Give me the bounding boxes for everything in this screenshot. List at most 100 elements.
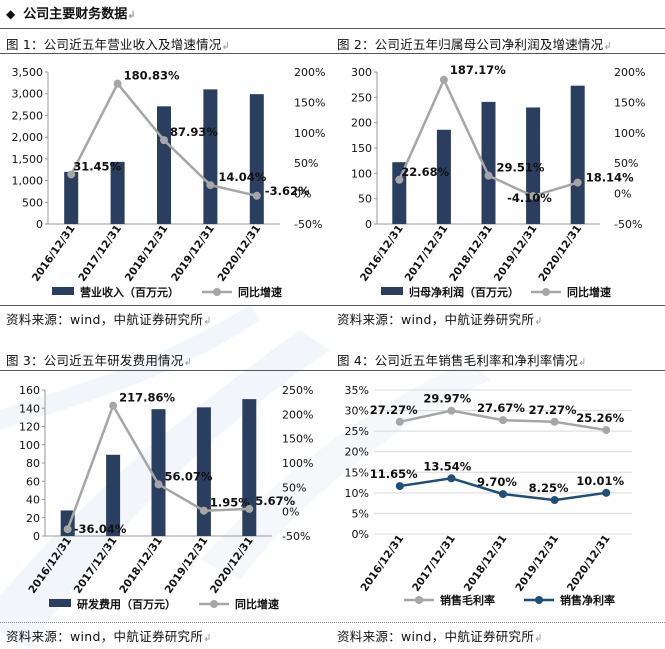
- bar: [196, 407, 211, 536]
- legend-line-marker: [535, 596, 543, 604]
- right-axis-tick-label: 250%: [282, 384, 313, 397]
- left-axis-tick-label: 60: [26, 475, 40, 488]
- bar: [106, 454, 121, 536]
- legend-line-label: 销售净利率: [560, 593, 615, 607]
- margin-point: [499, 416, 507, 425]
- legend-bar-swatch: [49, 599, 71, 607]
- margin-data-label: 25.26%: [576, 411, 624, 425]
- growth-data-label: 5.67%: [255, 494, 295, 508]
- legend-line-marker: [542, 288, 550, 296]
- legend-line-label: 同比增速: [238, 285, 282, 299]
- x-category-label: 2017/12/31: [410, 533, 458, 594]
- x-category-label: 2019/12/31: [513, 533, 561, 594]
- y-axis-tick-label: 20%: [345, 446, 369, 459]
- growth-point: [573, 178, 582, 187]
- growth-data-label: 14.04%: [218, 170, 266, 184]
- growth-point: [109, 401, 118, 410]
- x-category-label: 2020/12/31: [215, 223, 263, 284]
- chart-margins: 0%5%10%15%20%25%30%35%27.27%29.97%27.67%…: [345, 384, 632, 607]
- right-axis-tick-label: 200%: [282, 408, 313, 421]
- fig2-source: 资料来源：wind，中航证券研究所↲: [337, 312, 543, 327]
- fig4-caption: 图 4：公司近五年销售毛利率和净利率情况↲: [337, 353, 587, 368]
- left-axis-tick-label: 0: [36, 218, 43, 231]
- growth-data-label: 187.17%: [450, 63, 506, 77]
- right-axis-tick-label: -50%: [294, 218, 322, 231]
- right-axis-tick-label: 50%: [294, 157, 318, 170]
- right-axis-tick-label: 150%: [294, 96, 325, 109]
- caption-rule-bottom: [0, 370, 665, 371]
- legend-bar-label: 研发费用（百万元）: [77, 597, 176, 611]
- left-axis-tick-label: 200: [351, 117, 372, 130]
- left-axis-tick-label: 0: [33, 530, 40, 543]
- growth-point: [154, 480, 163, 489]
- x-category-label: 2017/12/31: [403, 223, 451, 284]
- x-category-label: 2016/12/31: [358, 533, 406, 594]
- legend-bar-label: 归母净利润（百万元）: [409, 285, 519, 299]
- diamond-bullet-icon: ◆: [6, 7, 16, 21]
- x-category-label: 2020/12/31: [536, 223, 584, 284]
- growth-data-label: 29.51%: [497, 161, 545, 175]
- margin-point: [447, 406, 456, 415]
- left-axis-tick-label: 150: [351, 142, 372, 155]
- sources-rule-bottom: [0, 622, 665, 623]
- x-category-label: 2019/12/31: [492, 223, 540, 284]
- right-axis-tick-label: 200%: [614, 66, 645, 79]
- bar: [436, 129, 451, 224]
- right-axis-tick-label: 150%: [614, 96, 645, 109]
- left-axis-tick-label: 3,500: [12, 66, 44, 79]
- growth-point: [439, 75, 448, 84]
- left-axis-tick-label: 140: [19, 402, 40, 415]
- legend-line-marker: [415, 596, 423, 604]
- sources-rule-top: [0, 305, 665, 306]
- bar: [203, 89, 218, 224]
- growth-point: [199, 506, 208, 515]
- x-category-label: 2020/12/31: [208, 535, 256, 596]
- legend-line-marker: [213, 288, 221, 296]
- margin-data-label: 11.65%: [370, 467, 418, 481]
- growth-point: [67, 170, 76, 179]
- caption-rule-top: [0, 53, 665, 54]
- right-axis-tick-label: -50%: [282, 530, 310, 543]
- growth-point: [484, 171, 493, 180]
- left-axis-tick-label: 500: [22, 196, 43, 209]
- chart-revenue: 0 500 1,000 1,500 2,000 2,500 3,000 3,500 -50% 0%…: [12, 66, 326, 299]
- y-axis-tick-label: 30%: [345, 405, 369, 418]
- x-category-label: 2016/12/31: [358, 223, 406, 284]
- growth-data-label: 31.45%: [73, 159, 121, 173]
- x-category-label: 2018/12/31: [123, 223, 171, 284]
- left-axis-tick-label: 2,500: [12, 109, 44, 122]
- bar: [110, 161, 125, 224]
- section-title: 公司主要财务数据: [23, 7, 128, 22]
- growth-data-label: 217.86%: [119, 391, 175, 405]
- legend-bar-swatch: [381, 287, 403, 295]
- y-axis-tick-label: 15%: [345, 466, 369, 479]
- growth-data-label: 180.83%: [124, 69, 180, 83]
- chart-net-profit: 0 50 100 150 200 250 300 -50% 0% 50% 100% 150% 200% 2…: [351, 63, 645, 299]
- margin-point: [550, 496, 559, 505]
- right-axis-tick-label: 100%: [294, 127, 325, 140]
- x-category-label: 2020/12/31: [565, 533, 613, 594]
- x-category-label: 2016/12/31: [30, 223, 78, 284]
- right-axis-tick-label: 100%: [614, 127, 645, 140]
- left-axis-tick-label: 50: [358, 193, 372, 206]
- bar: [392, 162, 407, 224]
- left-axis-tick-label: 250: [351, 91, 372, 104]
- growth-point: [395, 175, 404, 184]
- bar: [481, 101, 496, 224]
- x-category-label: 2018/12/31: [117, 535, 165, 596]
- growth-data-label: 18.14%: [586, 171, 634, 185]
- left-axis-tick-label: 2,000: [12, 131, 44, 144]
- margin-data-label: 29.97%: [423, 392, 471, 406]
- header-rule: [0, 28, 665, 29]
- margin-point: [550, 417, 559, 426]
- margin-point: [499, 490, 507, 499]
- growth-data-label: 22.68%: [401, 165, 449, 179]
- right-axis-tick-label: 50%: [614, 157, 638, 170]
- left-axis-tick-label: 160: [19, 384, 40, 397]
- right-axis-tick-label: 0%: [294, 188, 311, 201]
- fig4-source: 资料来源：wind，中航证券研究所↲: [337, 629, 543, 644]
- growth-point: [206, 181, 215, 190]
- x-category-label: 2017/12/31: [72, 535, 120, 596]
- fig1-source: 资料来源：wind，中航证券研究所↲: [6, 312, 212, 327]
- left-axis-tick-label: 1,000: [12, 175, 44, 188]
